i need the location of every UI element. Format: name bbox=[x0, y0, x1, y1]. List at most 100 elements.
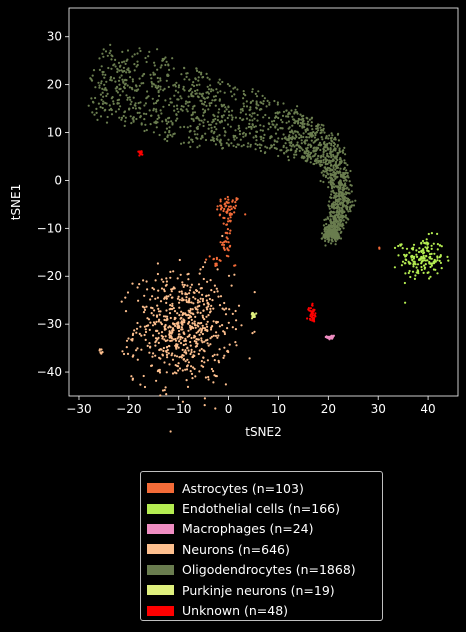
point-neurons bbox=[170, 288, 173, 291]
point-oligodendrocytes bbox=[164, 56, 167, 59]
point-oligodendrocytes bbox=[262, 100, 265, 103]
point-neurons bbox=[152, 314, 155, 317]
point-oligodendrocytes bbox=[174, 119, 178, 122]
point-oligodendrocytes bbox=[334, 177, 337, 180]
point-oligodendrocytes bbox=[255, 139, 258, 142]
point-oligodendrocytes bbox=[242, 102, 245, 105]
point-oligodendrocytes bbox=[306, 127, 309, 130]
point-oligodendrocytes bbox=[303, 156, 306, 159]
point-oligodendrocytes bbox=[344, 171, 347, 174]
point-oligodendrocytes bbox=[180, 105, 183, 108]
point-neurons bbox=[143, 385, 147, 389]
point-neurons bbox=[197, 352, 200, 356]
point-unknown bbox=[308, 317, 312, 320]
point-oligodendrocytes bbox=[208, 102, 211, 105]
point-oligodendrocytes bbox=[295, 120, 298, 123]
point-endothelial-cells bbox=[429, 262, 433, 265]
point-oligodendrocytes bbox=[147, 55, 150, 58]
point-oligodendrocytes bbox=[163, 57, 166, 61]
point-oligodendrocytes bbox=[240, 145, 243, 148]
point-oligodendrocytes bbox=[190, 114, 193, 117]
point-neurons bbox=[153, 309, 156, 312]
point-neurons bbox=[164, 284, 167, 287]
point-oligodendrocytes bbox=[231, 109, 234, 112]
point-neurons bbox=[148, 342, 151, 345]
point-oligodendrocytes bbox=[200, 119, 203, 122]
point-neurons bbox=[181, 323, 184, 326]
point-neurons bbox=[206, 359, 209, 362]
point-neurons bbox=[213, 353, 216, 356]
point-oligodendrocytes bbox=[320, 171, 323, 174]
point-oligodendrocytes bbox=[337, 139, 340, 142]
point-astrocytes bbox=[228, 232, 231, 235]
point-oligodendrocytes bbox=[128, 107, 131, 110]
point-oligodendrocytes bbox=[334, 149, 337, 152]
point-oligodendrocytes bbox=[131, 78, 134, 81]
point-neurons bbox=[139, 325, 142, 328]
legend-swatch bbox=[147, 544, 174, 555]
point-neurons bbox=[165, 280, 168, 283]
point-neurons bbox=[169, 270, 172, 273]
point-oligodendrocytes bbox=[229, 90, 233, 93]
point-neurons bbox=[215, 331, 218, 334]
point-endothelial-cells bbox=[421, 239, 425, 243]
point-neurons bbox=[178, 298, 181, 301]
point-oligodendrocytes bbox=[348, 180, 351, 183]
point-oligodendrocytes bbox=[287, 120, 290, 123]
point-neurons bbox=[159, 300, 163, 303]
point-astrocytes bbox=[222, 209, 225, 213]
point-neurons bbox=[171, 358, 175, 361]
point-oligodendrocytes bbox=[290, 138, 294, 141]
point-oligodendrocytes bbox=[339, 216, 342, 219]
point-oligodendrocytes bbox=[296, 112, 299, 115]
point-neurons bbox=[125, 339, 129, 342]
point-neurons bbox=[179, 338, 182, 341]
point-oligodendrocytes bbox=[157, 80, 160, 83]
point-oligodendrocytes bbox=[140, 82, 143, 85]
point-oligodendrocytes bbox=[290, 109, 293, 112]
point-unknown bbox=[313, 320, 316, 323]
point-oligodendrocytes bbox=[121, 90, 124, 93]
point-oligodendrocytes bbox=[251, 119, 254, 122]
point-astrocytes bbox=[227, 205, 231, 208]
point-neurons bbox=[169, 293, 172, 296]
point-oligodendrocytes bbox=[226, 83, 230, 86]
point-oligodendrocytes bbox=[138, 111, 141, 114]
point-astrocytes bbox=[233, 207, 237, 210]
point-neurons bbox=[167, 352, 170, 355]
point-neurons bbox=[137, 299, 140, 302]
point-oligodendrocytes bbox=[335, 221, 338, 224]
point-oligodendrocytes bbox=[114, 65, 117, 68]
point-oligodendrocytes bbox=[238, 130, 241, 133]
point-oligodendrocytes bbox=[298, 124, 301, 127]
point-astrocytes bbox=[231, 199, 234, 202]
point-oligodendrocytes bbox=[207, 127, 210, 130]
point-oligodendrocytes bbox=[214, 143, 217, 146]
point-oligodendrocytes bbox=[200, 99, 203, 102]
point-oligodendrocytes bbox=[210, 88, 213, 91]
point-neurons bbox=[122, 352, 126, 356]
point-astrocytes bbox=[219, 241, 222, 244]
point-oligodendrocytes bbox=[248, 122, 251, 125]
point-neurons bbox=[193, 367, 196, 370]
point-neurons bbox=[149, 345, 152, 348]
point-oligodendrocytes bbox=[193, 111, 197, 114]
point-oligodendrocytes bbox=[180, 142, 183, 145]
point-oligodendrocytes bbox=[334, 203, 337, 206]
point-oligodendrocytes bbox=[305, 136, 308, 139]
point-oligodendrocytes bbox=[133, 53, 136, 56]
point-oligodendrocytes bbox=[146, 90, 149, 93]
point-unknown bbox=[306, 317, 309, 320]
point-oligodendrocytes bbox=[329, 147, 332, 150]
point-oligodendrocytes bbox=[99, 93, 102, 96]
point-unknown bbox=[138, 154, 141, 157]
point-oligodendrocytes bbox=[336, 220, 340, 223]
point-oligodendrocytes bbox=[327, 155, 330, 158]
point-oligodendrocytes bbox=[206, 76, 209, 79]
point-oligodendrocytes bbox=[228, 84, 231, 87]
point-oligodendrocytes bbox=[305, 154, 308, 157]
point-neurons bbox=[210, 304, 213, 307]
point-oligodendrocytes bbox=[291, 115, 294, 118]
point-neurons bbox=[158, 318, 161, 321]
point-oligodendrocytes bbox=[281, 137, 284, 140]
